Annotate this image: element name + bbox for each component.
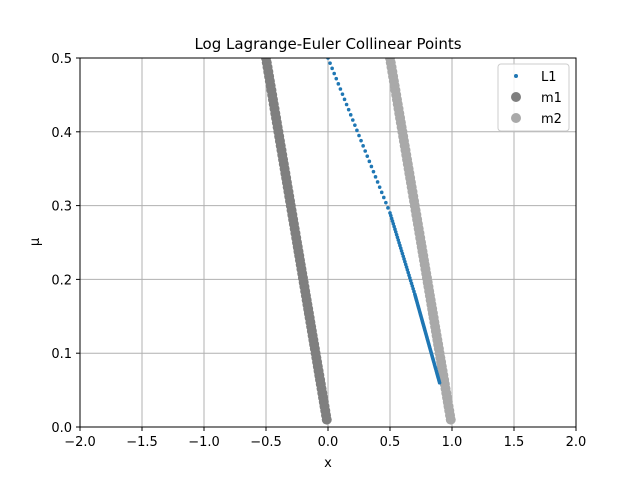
point-l1 bbox=[394, 232, 399, 237]
legend: L1 m1 m2 bbox=[497, 63, 570, 132]
point-l1 bbox=[395, 235, 400, 240]
point-l1 bbox=[348, 113, 353, 117]
point-l1 bbox=[375, 180, 380, 184]
x-tick-label: 0.0 bbox=[318, 435, 339, 450]
legend-marker-l1 bbox=[514, 74, 518, 78]
point-l1 bbox=[392, 224, 396, 229]
y-tick-label: 0.3 bbox=[51, 200, 72, 215]
point-l1 bbox=[359, 138, 363, 143]
point-l1 bbox=[384, 200, 388, 205]
point-l1 bbox=[403, 259, 407, 264]
point-l1 bbox=[388, 211, 392, 215]
series-layer bbox=[261, 58, 456, 425]
point-l1 bbox=[379, 190, 384, 195]
legend-label-m2: m2 bbox=[541, 112, 562, 127]
point-m2 bbox=[445, 414, 456, 425]
point-l1 bbox=[389, 213, 393, 218]
point-l1 bbox=[342, 97, 347, 102]
x-tick-label: −0.5 bbox=[250, 435, 282, 450]
point-l1 bbox=[344, 102, 349, 107]
point-l1 bbox=[377, 185, 382, 189]
point-l1 bbox=[393, 227, 397, 232]
point-l1 bbox=[398, 246, 403, 250]
point-l1 bbox=[367, 159, 372, 164]
point-l1 bbox=[407, 273, 411, 278]
point-l1 bbox=[408, 278, 413, 283]
point-l1 bbox=[340, 92, 345, 96]
point-l1 bbox=[371, 169, 376, 174]
point-l1 bbox=[336, 82, 341, 86]
point-l1 bbox=[332, 71, 337, 76]
point-l1 bbox=[406, 270, 410, 275]
point-m1 bbox=[321, 414, 332, 425]
y-tick-label: 0.4 bbox=[51, 126, 72, 141]
x-tick-label: 0.5 bbox=[380, 435, 401, 450]
y-tick-label: 0.5 bbox=[51, 52, 72, 67]
y-tick-label: 0.1 bbox=[51, 347, 72, 362]
point-l1 bbox=[391, 222, 396, 226]
point-l1 bbox=[386, 206, 390, 210]
point-l1 bbox=[400, 251, 405, 256]
point-l1 bbox=[338, 87, 343, 91]
x-tick-label: 1.0 bbox=[442, 435, 463, 450]
y-tick-label: 0.2 bbox=[51, 273, 72, 288]
x-tick-label: 1.5 bbox=[504, 435, 525, 450]
point-l1 bbox=[396, 238, 401, 242]
point-l1 bbox=[382, 195, 386, 200]
point-l1 bbox=[373, 175, 378, 179]
point-l1 bbox=[353, 123, 357, 127]
point-l1 bbox=[328, 61, 332, 65]
point-l1 bbox=[351, 118, 355, 122]
point-l1 bbox=[409, 281, 414, 286]
point-l1 bbox=[404, 265, 409, 269]
point-l1 bbox=[405, 268, 410, 272]
point-l1 bbox=[365, 154, 370, 158]
y-ticks: 0.0 0.1 0.2 0.3 0.4 0.5 bbox=[51, 52, 80, 436]
point-l1 bbox=[389, 216, 394, 221]
point-l1 bbox=[355, 128, 359, 133]
point-l1 bbox=[330, 66, 334, 71]
x-tick-label: −2.0 bbox=[64, 435, 96, 450]
point-l1 bbox=[412, 289, 416, 294]
point-l1 bbox=[390, 219, 395, 223]
legend-marker-m1 bbox=[511, 92, 521, 102]
point-l1 bbox=[402, 257, 406, 261]
point-l1 bbox=[408, 276, 412, 280]
legend-label-l1: L1 bbox=[541, 70, 557, 85]
point-l1 bbox=[410, 284, 415, 288]
y-tick-label: 0.0 bbox=[51, 421, 72, 436]
legend-label-m1: m1 bbox=[541, 91, 562, 106]
y-axis-label: μ bbox=[28, 238, 43, 246]
point-l1 bbox=[346, 107, 351, 112]
point-l1 bbox=[357, 133, 361, 138]
point-l1 bbox=[399, 249, 404, 253]
x-tick-label: 2.0 bbox=[566, 435, 587, 450]
point-l1 bbox=[397, 240, 401, 245]
point-l1 bbox=[398, 243, 402, 248]
point-l1 bbox=[361, 144, 365, 148]
x-axis-label: x bbox=[324, 456, 332, 471]
x-ticks: −2.0 −1.5 −1.0 −0.5 0.0 0.5 1.0 1.5 2.0 bbox=[64, 427, 586, 450]
point-l1 bbox=[363, 149, 368, 153]
x-tick-label: −1.0 bbox=[188, 435, 220, 450]
point-l1 bbox=[369, 164, 374, 169]
point-l1 bbox=[437, 380, 442, 385]
x-tick-label: −1.5 bbox=[126, 435, 158, 450]
chart-title: Log Lagrange-Euler Collinear Points bbox=[194, 35, 461, 53]
point-l1 bbox=[401, 254, 406, 259]
point-l1 bbox=[411, 286, 415, 291]
point-l1 bbox=[393, 230, 398, 234]
legend-marker-m2 bbox=[511, 113, 521, 123]
point-l1 bbox=[403, 262, 408, 267]
point-l1 bbox=[334, 76, 339, 81]
